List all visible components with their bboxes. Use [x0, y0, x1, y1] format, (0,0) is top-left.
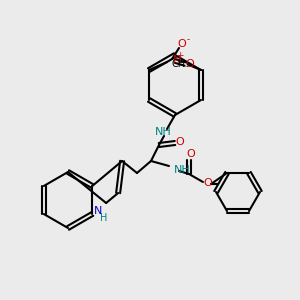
Text: O: O: [187, 149, 195, 159]
Text: -: -: [186, 35, 190, 44]
Text: O: O: [176, 137, 184, 147]
Text: NH: NH: [154, 127, 171, 137]
Text: O: O: [204, 178, 212, 188]
Text: CH₃: CH₃: [172, 59, 190, 69]
Text: N: N: [173, 55, 182, 65]
Text: N: N: [94, 206, 102, 216]
Text: NH: NH: [174, 165, 191, 175]
Text: +: +: [176, 52, 184, 61]
Text: O: O: [178, 39, 186, 49]
Text: O: O: [186, 59, 194, 69]
Text: H: H: [100, 213, 108, 223]
